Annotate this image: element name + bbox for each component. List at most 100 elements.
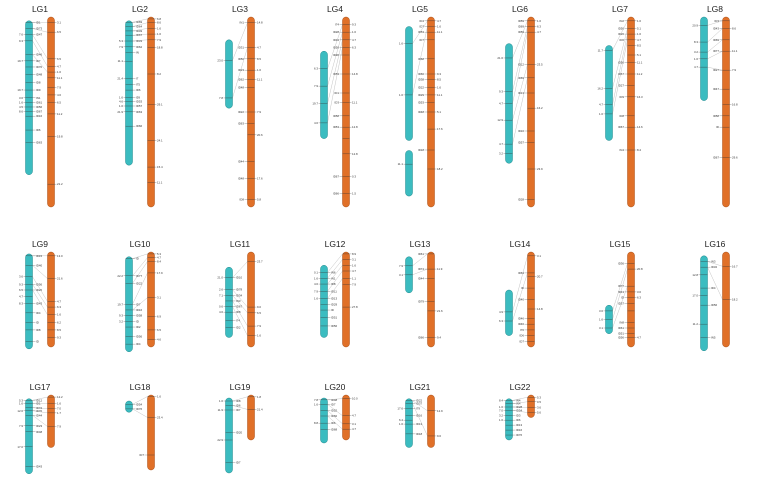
shared-marker-connector <box>612 20 628 51</box>
map-distance-label: 5.3 <box>119 39 123 43</box>
marker-name-label: IN6 <box>331 271 336 275</box>
map-distance-label: 6.5 <box>257 311 261 315</box>
marker-name-label: ID34 <box>236 293 242 297</box>
marker-name-label: IN5 <box>711 336 716 340</box>
marker-name-label: ID50 <box>333 45 339 49</box>
shared-marker-connector <box>327 253 343 273</box>
marker-name-label: ID58 <box>136 314 142 318</box>
marker-name-label: ID4 <box>136 342 141 346</box>
map-distance-label: 7.9 <box>57 425 61 429</box>
map-distance-label: 11.1 <box>732 49 738 53</box>
shared-marker-connector <box>412 20 428 44</box>
marker-name-label: ID57 <box>136 104 142 108</box>
shared-marker-connector <box>512 410 528 413</box>
marker-name-label: ID56 <box>136 335 142 339</box>
map-distance-label: 3.1 <box>352 422 356 426</box>
marker-name-label: ID69 <box>136 20 142 24</box>
map-distance-label: 8.9 <box>352 252 356 256</box>
marker-name-label: I79 <box>416 407 420 411</box>
marker-name-label: ID16 <box>518 129 524 133</box>
marker-name-label: ID10 <box>236 276 242 280</box>
map-distance-label: 10.0 <box>352 397 358 401</box>
map-distance-label: 15.4 <box>157 165 163 169</box>
map-distance-label: 1.6 <box>119 95 123 99</box>
map-distance-label: 4.7 <box>437 19 441 23</box>
linkage-group-title: LG10 <box>130 239 151 249</box>
map-distance-label: 8.4 <box>499 398 503 402</box>
map-distance-label: 8.2 <box>157 72 161 76</box>
map-distance-label: 8.5 <box>257 57 261 61</box>
map-distance-label: 4.7 <box>57 299 61 303</box>
marker-name-label: ID63 <box>518 271 524 275</box>
marker-name-label: ID69 <box>518 25 524 29</box>
marker-name-label: ID56 <box>618 61 624 65</box>
map-distance-label: 23.4 <box>157 416 163 420</box>
marker-name-label: ID <box>331 308 334 312</box>
marker-name-label: I76 <box>520 328 524 332</box>
map-distance-label: 8.5 <box>637 44 641 48</box>
marker-name-label: ID63 <box>136 110 142 114</box>
marker-name-label: ID9 <box>36 88 41 92</box>
marker-name-label: ID7 <box>331 402 336 406</box>
map-distance-label: 22.2 <box>117 274 123 278</box>
shared-marker-connector <box>512 272 528 322</box>
shared-marker-connector <box>32 34 48 59</box>
marker-name-label: ID79 <box>418 299 424 303</box>
lg7-b-bar <box>627 16 635 208</box>
linkage-group-title: LG17 <box>30 382 51 392</box>
marker-name-label: ID66 <box>136 124 142 128</box>
map-distance-label: 7.9 <box>257 324 261 328</box>
marker-name-label: ID12 <box>36 398 42 402</box>
map-distance-label: 6.3 <box>637 296 641 300</box>
marker-name-label: ID3 <box>516 413 521 417</box>
linkage-group-title: LG2 <box>132 4 148 14</box>
linkage-group-title: LG6 <box>512 4 528 14</box>
map-distance-label: 11.1 <box>637 61 643 65</box>
map-distance-label: 1.6 <box>119 104 123 108</box>
linkage-group-title: LG1 <box>32 4 48 14</box>
shared-marker-connector <box>132 272 148 305</box>
marker-name-label: ID74 <box>418 267 424 271</box>
map-distance-label: 6.5 <box>19 288 23 292</box>
map-distance-label: 6.3 <box>537 25 541 29</box>
map-distance-label: 3.6 <box>19 275 23 279</box>
marker-name-label: ID6 <box>331 421 336 425</box>
shared-marker-connector <box>327 278 343 299</box>
lg4-b-bar <box>342 16 350 208</box>
map-distance-label: 1.6 <box>157 395 161 399</box>
marker-name-label: IN4 <box>516 402 521 406</box>
shared-marker-connector <box>707 39 723 53</box>
map-distance-label: 16.8 <box>732 102 738 106</box>
shared-marker-connector <box>232 300 248 327</box>
marker-name-label: ID63 <box>238 121 244 125</box>
marker-name-label: ID8 <box>36 328 41 332</box>
shared-marker-connector <box>612 263 628 311</box>
marker-name-label: ID4 <box>420 19 425 23</box>
shared-marker-connector <box>412 268 428 275</box>
marker-name-label: ID12 <box>518 63 524 67</box>
map-distance-label: 7.8 <box>314 398 318 402</box>
linkage-group-title: LG22 <box>510 382 531 392</box>
map-distance-label: 1.6 <box>437 85 441 89</box>
map-distance-label: 4.6 <box>157 337 161 341</box>
map-distance-label: 3.6 <box>537 405 541 409</box>
marker-name-label: ID43 <box>36 464 42 468</box>
marker-name-label: ID43 <box>36 301 42 305</box>
map-distance-label: 11.1 <box>57 76 63 80</box>
map-distance-label: 3.6 <box>19 96 23 100</box>
marker-name-label: ID29 <box>331 302 337 306</box>
lg22-a-bar <box>505 398 513 441</box>
map-distance-label: 0.5 <box>537 400 541 404</box>
map-distance-label: 20.9 <box>692 23 698 27</box>
linkage-group-title: LG14 <box>510 239 531 249</box>
linkage-group-title: LG21 <box>410 382 431 392</box>
shared-marker-connector <box>612 286 628 329</box>
marker-name-label: ID37 <box>416 402 422 406</box>
marker-name-label: ID76 <box>136 407 142 411</box>
shared-marker-connector <box>132 408 148 418</box>
marker-name-label: ID38 <box>418 78 424 82</box>
